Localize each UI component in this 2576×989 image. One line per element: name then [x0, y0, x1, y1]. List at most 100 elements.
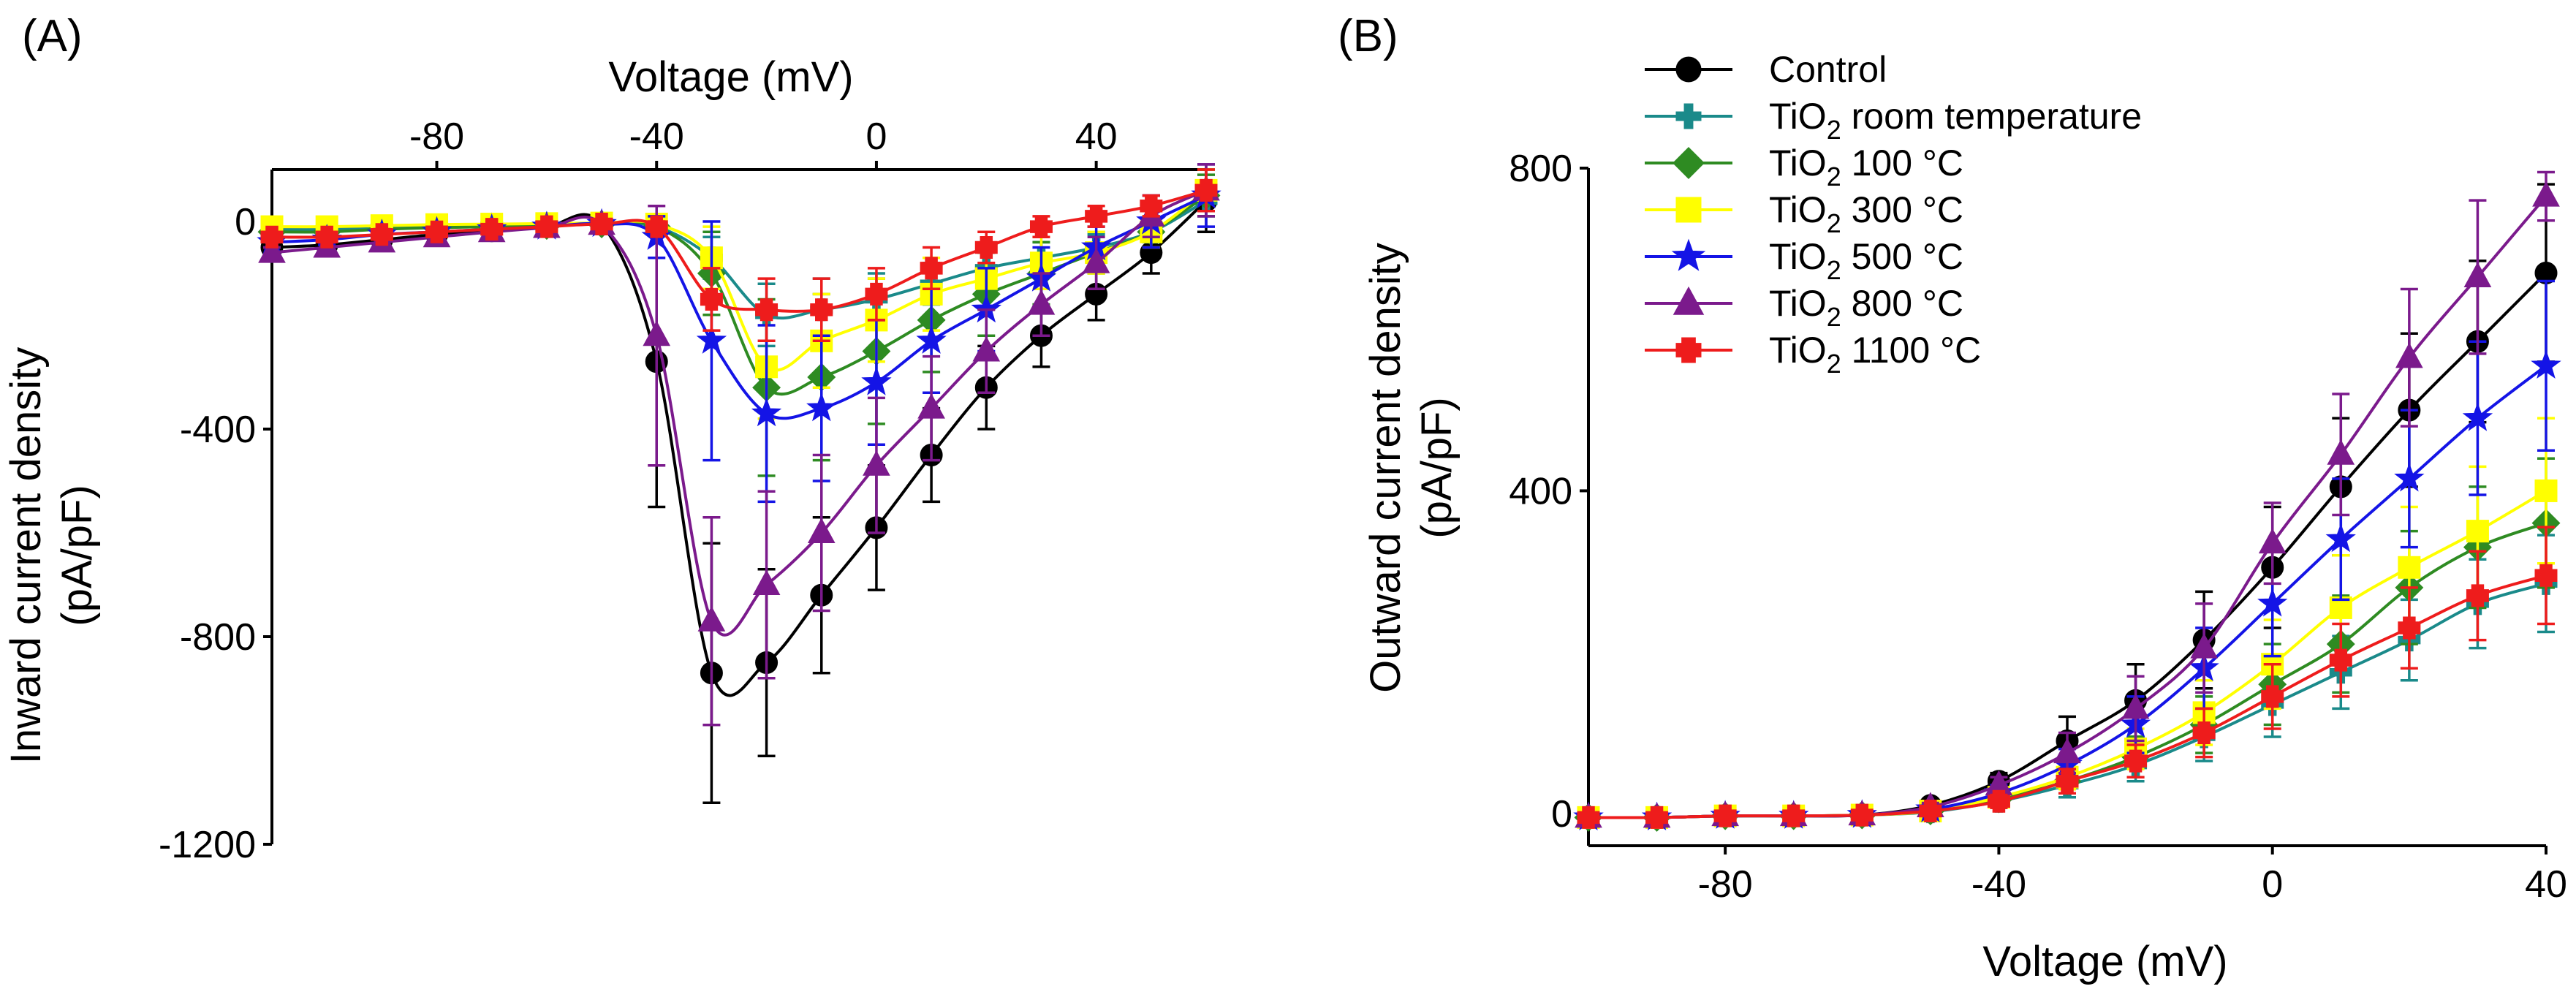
legend-label: TiO2 room temperature — [1769, 96, 2142, 145]
panel-b-point-tio2-800-c — [2258, 528, 2287, 554]
panel-a-point-tio2-1100-c — [974, 236, 998, 259]
legend-marker — [1672, 147, 1705, 179]
panel-a-point-tio2-1100-c — [810, 298, 833, 322]
legend-label: TiO2 500 °C — [1769, 236, 1963, 285]
panel-a-point-tio2-500-c — [696, 325, 727, 354]
legend-item-tio2-800-c: TiO2 800 °C — [1645, 283, 1963, 332]
panel-a-point-tio2-1100-c — [1029, 215, 1053, 238]
panel-a-series-tio2-room-temperature — [260, 183, 1218, 348]
panel-b-point-tio2-800-c — [2395, 342, 2423, 368]
panel-a-x-tick-label: 0 — [865, 115, 887, 158]
panel-a-y-axis-title-line2: (pA/pF) — [53, 485, 101, 626]
panel-b-x-tick-label: -80 — [1698, 863, 1753, 906]
panel-a-point-tio2-1100-c — [755, 298, 779, 322]
legend-label-rest: 1100 °C — [1841, 330, 1981, 371]
legend-marker — [1675, 337, 1702, 363]
panel-a-line-tio2-300-c — [271, 189, 1208, 372]
panel-b-x-tick-label: -40 — [1971, 863, 2026, 906]
panel-b-point-tio2-500-c — [2531, 349, 2561, 379]
panel-b-point-tio2-1100-c — [1919, 800, 1942, 823]
panel-a-point-tio2-1100-c — [480, 218, 504, 241]
panel-a: (A) Voltage (mV) Inward current density … — [2, 11, 1221, 866]
panel-a-line-control — [271, 200, 1208, 697]
legend-label-rest: 100 °C — [1841, 143, 1963, 183]
panel-a-y-tick-label: -800 — [180, 616, 256, 659]
panel-b-point-tio2-800-c — [2190, 633, 2218, 659]
panel-b-point-tio2-800-c — [2532, 181, 2560, 207]
panel-b-point-tio2-1100-c — [2329, 648, 2352, 672]
panel-b-point-tio2-1100-c — [1850, 803, 1874, 827]
legend-label-main: TiO — [1769, 283, 1827, 324]
panel-a-point-tio2-1100-c — [865, 282, 888, 306]
legend-label-main: Control — [1769, 49, 1887, 90]
legend-marker — [1671, 238, 1706, 271]
panel-a-point-tio2-500-c — [861, 366, 892, 395]
panel-b-point-tio2-500-c — [2325, 523, 2356, 553]
panel-a-point-tio2-1100-c — [425, 220, 449, 243]
panel-a-point-tio2-800-c — [752, 569, 781, 595]
panel-b-y-tick-label: 800 — [1509, 148, 1572, 190]
panel-a-axes: 0-400-800-1200-80 -40 0 40 — [159, 115, 1206, 866]
panel-a-series-tio2-800-c — [258, 163, 1220, 727]
panel-a-point-tio2-500-c — [751, 398, 782, 427]
panel-b-axes: 0 400 800 -80 -40 0 40 — [1509, 148, 2567, 906]
legend-label-main: TiO — [1769, 330, 1827, 371]
legend-label-rest: 500 °C — [1841, 236, 1963, 277]
legend-item-tio2-room-temperature: TiO2 room temperature — [1645, 96, 2142, 145]
panel-a-y-tick-label: -1200 — [159, 824, 256, 866]
panel-a-point-tio2-800-c — [643, 320, 671, 346]
panel-a-point-tio2-800-c — [697, 606, 726, 632]
legend-label-rest: 300 °C — [1841, 189, 1963, 230]
panel-b-point-tio2-1100-c — [2466, 584, 2489, 607]
panel-a-point-tio2-800-c — [807, 518, 836, 543]
panel-a-point-tio2-800-c — [917, 393, 945, 419]
panel-a-series-tio2-300-c — [260, 168, 1218, 420]
legend-item-tio2-100-c: TiO2 100 °C — [1645, 143, 1963, 192]
panel-b-point-tio2-1100-c — [1645, 806, 1669, 829]
legend-item-tio2-500-c: TiO2 500 °C — [1645, 236, 1963, 285]
panel-b-point-tio2-500-c — [2462, 402, 2493, 431]
legend-label: TiO2 800 °C — [1769, 283, 1963, 332]
panel-b-point-tio2-1100-c — [2398, 616, 2421, 640]
panel-a-x-tick-label: 40 — [1075, 115, 1118, 158]
panel-a-y-axis-title-line1: Inward current density — [2, 347, 50, 765]
panel-a-line-tio2-1100-c — [271, 189, 1207, 313]
panel-a-point-tio2-1100-c — [315, 225, 338, 249]
panel-b-point-tio2-800-c — [2463, 262, 2492, 287]
panel-a-y-tick-label: -400 — [180, 409, 256, 451]
panel-b-point-tio2-300-c — [2534, 479, 2558, 502]
panel-b-point-tio2-800-c — [2327, 439, 2355, 465]
legend-label-subscript: 2 — [1827, 302, 1841, 332]
panel-b-y-tick-label: 400 — [1509, 470, 1572, 512]
panel-b-point-tio2-500-c — [2257, 588, 2288, 617]
legend-label-subscript: 2 — [1827, 162, 1841, 192]
legend-item-tio2-1100-c: TiO2 1100 °C — [1645, 330, 1981, 379]
panel-a-point-tio2-1100-c — [535, 215, 558, 238]
legend-marker — [1675, 103, 1702, 129]
legend-label-main: TiO — [1769, 96, 1827, 137]
panel-b-y-axis-title-line2: (pA/pF) — [1413, 397, 1461, 538]
panel-a-x-axis-title: Voltage (mV) — [608, 53, 853, 101]
panel-b-point-tio2-500-c — [2394, 463, 2425, 492]
panel-a-point-tio2-1100-c — [1194, 178, 1218, 202]
panel-a-label: (A) — [22, 11, 83, 61]
panel-b-point-tio2-1100-c — [1713, 804, 1737, 827]
panel-a-point-tio2-1100-c — [920, 257, 943, 280]
panel-b-y-tick-label: 0 — [1551, 793, 1572, 835]
panel-a-point-tio2-800-c — [972, 336, 1001, 362]
panel-b-point-tio2-800-c — [2053, 738, 2081, 764]
panel-a-point-tio2-800-c — [258, 238, 286, 263]
legend-item-control: Control — [1645, 49, 1887, 90]
panel-b-x-tick-label: 40 — [2525, 863, 2567, 906]
panel-b-point-tio2-1100-c — [1577, 806, 1600, 829]
legend-label: TiO2 1100 °C — [1769, 330, 1981, 379]
legend-label-main: TiO — [1769, 189, 1827, 230]
panel-b-point-tio2-1100-c — [2056, 770, 2079, 793]
panel-b: (B) Voltage (mV) Outward current density… — [1338, 11, 2567, 985]
panel-b-label: (B) — [1338, 11, 1398, 61]
panel-a-series-control — [260, 168, 1218, 804]
panel-b-x-tick-label: 0 — [2262, 863, 2283, 906]
panel-a-point-tio2-800-c — [863, 450, 890, 476]
panel-b-series-tio2-1100-c — [1577, 526, 2558, 829]
